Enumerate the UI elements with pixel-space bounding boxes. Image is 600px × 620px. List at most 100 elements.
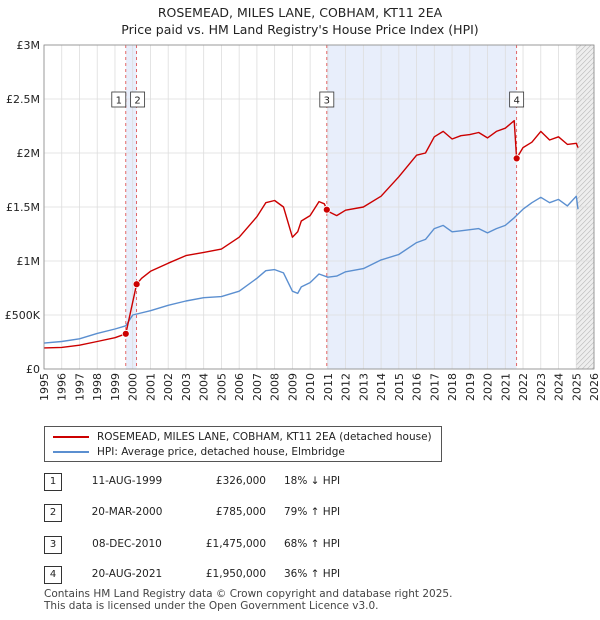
x-tick-label: 2001 — [144, 373, 157, 401]
x-tick-label: 1997 — [73, 373, 86, 401]
hatch-line — [576, 166, 594, 186]
hatch-line — [576, 106, 594, 126]
hatch-line — [576, 276, 594, 296]
hatch-line — [576, 211, 594, 231]
legend-item-property: ROSEMEAD, MILES LANE, COBHAM, KT11 2EA (… — [53, 430, 432, 444]
x-tick-label: 2016 — [411, 373, 424, 401]
legend-label-hpi: HPI: Average price, detached house, Elmb… — [97, 446, 345, 458]
series-lines — [43, 119, 579, 349]
sale-marker-label: 3 — [324, 96, 330, 107]
sale-point — [512, 154, 521, 163]
x-tick-label: 1999 — [109, 373, 122, 401]
hatch-line — [576, 231, 594, 251]
hatch-line — [576, 331, 594, 351]
hatch-line — [581, 356, 594, 369]
y-tick-label: £0 — [26, 363, 40, 376]
sale-date: 20-AUG-2021 — [91, 568, 163, 580]
x-tick-label: 1996 — [56, 373, 69, 401]
x-tick-label: 2019 — [464, 373, 477, 401]
sale-hpi-change: 18% ↓ HPI — [284, 475, 341, 487]
hatch-line — [576, 51, 594, 71]
hatch-line — [576, 151, 594, 171]
legend-label-property: ROSEMEAD, MILES LANE, COBHAM, KT11 2EA (… — [97, 431, 432, 443]
x-tick-label: 2013 — [357, 373, 370, 401]
hatch-line — [576, 45, 592, 61]
hatch-line — [576, 111, 594, 131]
hatch-line — [576, 306, 594, 326]
sale-price: £1,950,000 — [205, 568, 266, 580]
x-tick-label: 2020 — [482, 373, 495, 401]
sale-number: 4 — [44, 566, 62, 584]
x-tick-label: 2015 — [393, 373, 406, 401]
sale-price: £326,000 — [215, 475, 266, 487]
hatch-line — [576, 56, 594, 76]
y-axis: £0 £500K £1M £1.5M £2M £2.5M £3M — [5, 39, 41, 376]
hatch-line — [576, 221, 594, 241]
hatch-line — [576, 201, 594, 221]
hatch-line — [576, 301, 594, 321]
sale-marker-box — [509, 91, 525, 108]
property-price-line — [43, 119, 579, 349]
x-tick-label: 1998 — [91, 373, 104, 401]
x-tick-label: 2010 — [304, 373, 317, 401]
hatch-line — [576, 76, 594, 96]
hatch-line — [586, 361, 594, 369]
hatch-line — [576, 101, 594, 121]
y-tick-label: £1.5M — [6, 201, 40, 214]
hatch-line — [576, 236, 594, 256]
x-tick-label: 2018 — [446, 373, 459, 401]
shaded-ranges — [125, 17, 594, 369]
hatch-line — [576, 121, 594, 141]
legend-item-hpi: HPI: Average price, detached house, Elmb… — [53, 445, 345, 459]
hatch-line — [576, 296, 594, 316]
hatch-line — [576, 86, 594, 106]
sale-hpi-change: 68% ↑ HPI — [284, 538, 341, 550]
hatch-line — [576, 286, 594, 306]
hatch-line — [576, 91, 594, 111]
hatch-line — [576, 196, 594, 216]
x-tick-label: 2021 — [499, 373, 512, 401]
sale-hpi-change: 36% ↑ HPI — [284, 568, 341, 580]
x-tick-label: 2000 — [127, 373, 140, 401]
footer: Contains HM Land Registry data © Crown c… — [44, 588, 452, 612]
hatch-line — [576, 141, 594, 161]
x-tick-label: 2008 — [269, 373, 282, 401]
sale-marker-box — [111, 91, 127, 108]
x-tick-label: 2011 — [322, 373, 335, 401]
chart-title: ROSEMEAD, MILES LANE, COBHAM, KT11 2EA P… — [0, 4, 600, 38]
x-tick-label: 2022 — [517, 373, 530, 401]
hatch-line — [576, 136, 594, 156]
price-chart: 1 2 3 4 £0 £500K £1M £1.5M £2M £2.5M £3M 1995 1996… — [5, 17, 600, 401]
hatch-line — [576, 186, 594, 206]
hatch-line — [576, 336, 594, 356]
hatch-line — [576, 246, 594, 266]
sale-point — [322, 205, 331, 214]
y-tick-label: £2M — [17, 147, 41, 160]
plot-frame — [43, 44, 595, 370]
legend-swatch-property — [53, 436, 89, 438]
x-tick-label: 2004 — [198, 373, 211, 401]
x-tick-label: 2005 — [215, 373, 228, 401]
sale-marker-label: 1 — [116, 96, 122, 107]
sale-date: 20-MAR-2000 — [91, 506, 163, 518]
x-tick-label: 2003 — [180, 373, 193, 401]
hatch-line — [576, 256, 594, 276]
sale-marker-label: 2 — [134, 96, 140, 107]
hatch-line — [576, 216, 594, 236]
hatch-line — [576, 71, 594, 91]
hatch-line — [576, 45, 582, 51]
x-tick-label: 2002 — [162, 373, 175, 401]
hatch-line — [576, 96, 594, 116]
hatch-line — [576, 46, 594, 66]
hatch-line — [576, 176, 594, 196]
sale-number: 1 — [44, 473, 62, 491]
hatch-line — [576, 241, 594, 261]
y-tick-label: £3M — [17, 39, 41, 52]
sale-marker-4: 4 — [509, 91, 525, 108]
hatch-line — [576, 17, 594, 35]
sale-marker-3: 3 — [319, 91, 335, 108]
x-tick-label: 1995 — [38, 373, 51, 401]
hatch-line — [576, 22, 594, 40]
sale-points — [121, 154, 521, 338]
hatch-line — [576, 116, 594, 136]
